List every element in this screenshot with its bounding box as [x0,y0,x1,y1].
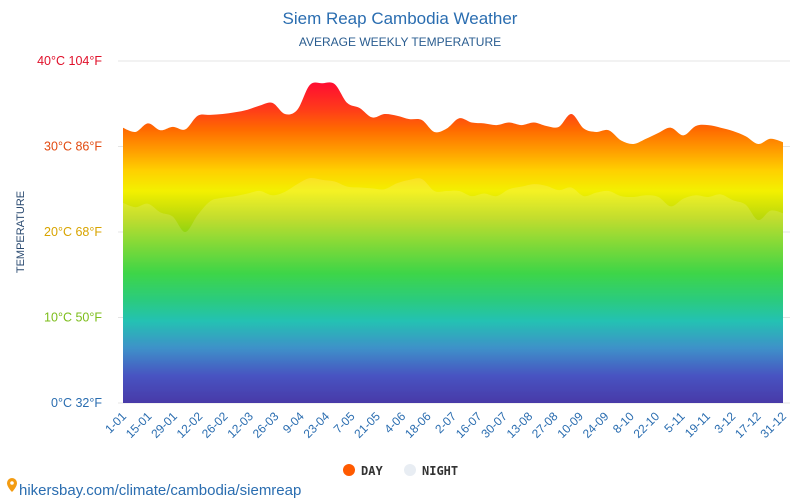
x-tick-label: 27-08 [529,409,561,441]
map-pin-icon [7,478,17,492]
x-tick-label: 29-01 [148,409,180,441]
x-tick-label: 19-11 [682,409,713,440]
x-tick-labels: 1-0115-0129-0112-0226-0212-0326-039-0423… [102,409,789,441]
chart-title: Siem Reap Cambodia Weather [283,9,518,28]
footer-link[interactable]: hikersbay.com/climate/cambodia/siemreap [7,478,301,499]
y-axis-label: TEMPERATURE [15,191,27,273]
x-tick-label: 18-06 [402,409,434,441]
y-tick-label: 30°C 86°F [44,140,102,154]
y-tick-label: 0°C 32°F [51,396,102,410]
x-tick-label: 22-10 [631,409,663,441]
x-tick-label: 26-03 [250,409,282,441]
x-tick-label: 12-03 [224,409,256,441]
legend-label-day: DAY [361,464,383,478]
x-tick-label: 12-02 [174,409,206,441]
x-tick-label: 10-09 [554,409,586,441]
chart-subtitle: AVERAGE WEEKLY TEMPERATURE [299,35,501,49]
footer-url: hikersbay.com/climate/cambodia/siemreap [19,482,301,499]
legend-item-day[interactable]: DAY [343,464,383,478]
x-tick-label: 17-12 [732,409,764,441]
legend: DAY NIGHT [343,464,458,478]
x-tick-label: 13-08 [504,409,536,441]
x-tick-label: 15-01 [123,409,155,441]
x-tick-label: 24-09 [580,409,612,441]
y-tick-labels: 0°C 32°F 10°C 50°F 20°C 68°F 30°C 86°F 40°C … [37,54,102,410]
y-tick-label: 10°C 50°F [44,311,102,325]
x-tick-label: 31-12 [758,409,790,441]
x-tick-label: 23-04 [301,409,333,441]
legend-swatch-day [343,464,355,476]
day-area [123,82,783,404]
y-tick-label: 20°C 68°F [44,225,102,239]
x-tick-label: 30-07 [478,409,510,441]
legend-swatch-night [404,464,416,476]
x-tick-label: 26-02 [199,409,231,441]
legend-label-night: NIGHT [422,464,458,478]
x-tick-label: 16-07 [453,409,485,441]
y-tick-label: 40°C 104°F [37,54,102,68]
night-area [123,177,783,403]
x-tick-label: 21-05 [351,409,383,441]
legend-item-night[interactable]: NIGHT [404,464,458,478]
map-pin-dot [10,481,14,485]
